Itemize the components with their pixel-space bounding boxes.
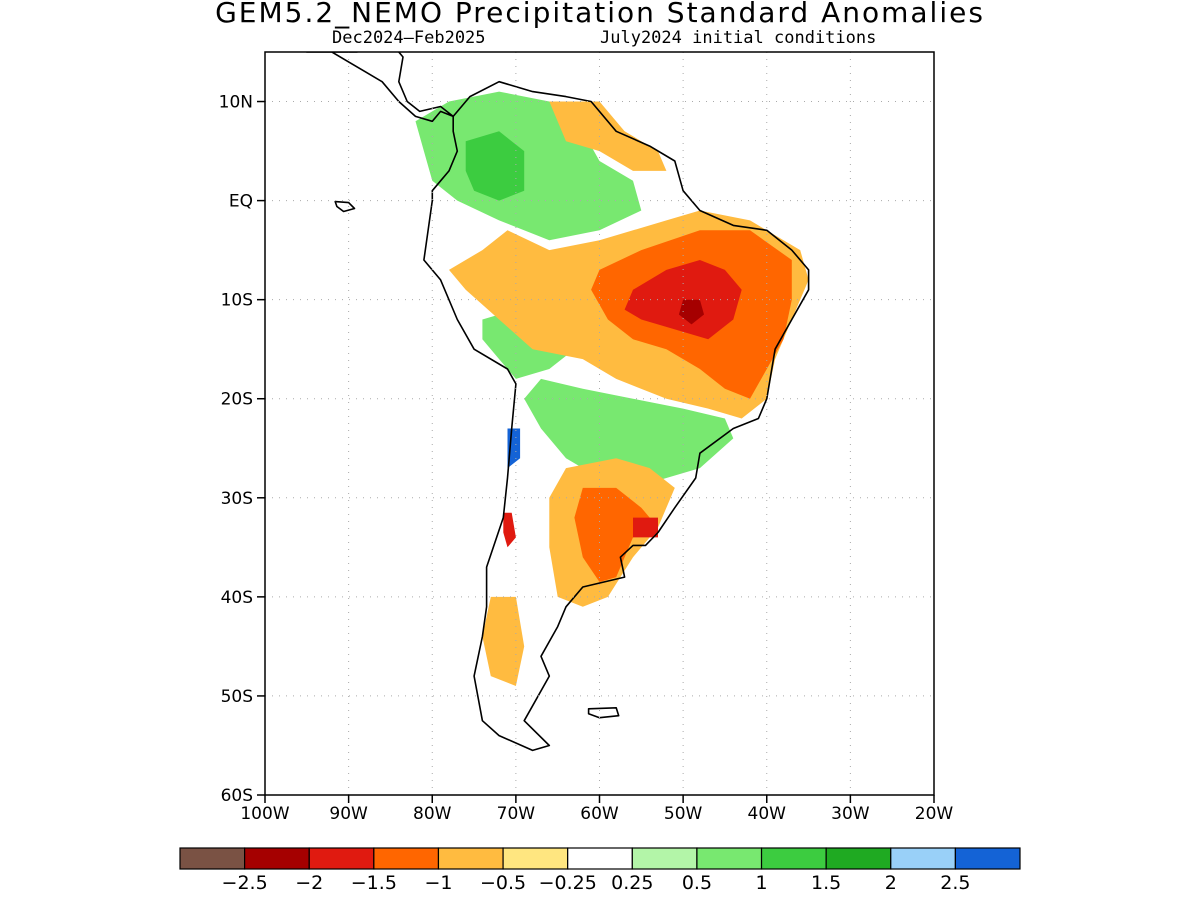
coastline-layer	[305, 52, 810, 752]
colorbar-label: −2.5	[222, 872, 268, 894]
lon-tick-label: 60W	[580, 804, 619, 824]
anomaly-region-13	[482, 596, 525, 686]
colorbar-swatch	[825, 847, 892, 870]
colorbar-swatch	[179, 847, 246, 870]
lon-tick-label: 40W	[748, 804, 787, 824]
latitude-ticks: 10N EQ 10S 20S 30S 40S 50S 60S	[219, 93, 265, 806]
lon-tick-label: 50W	[664, 804, 703, 824]
anomaly-region-8	[624, 260, 742, 340]
coastline-1	[305, 52, 455, 123]
land-2	[588, 707, 619, 718]
colorbar-label: −0.25	[539, 872, 597, 894]
anomaly-region-5	[549, 101, 667, 171]
coastline-2	[587, 706, 620, 719]
colorbar-swatch	[308, 847, 375, 870]
colorbar-label: 0.5	[682, 872, 712, 894]
anomaly-shading-layer	[415, 91, 809, 686]
colorbar-label: −1.5	[351, 872, 397, 894]
longitude-ticks: 100W 90W 80W 70W 60W 50W 40W 30W 20W	[240, 795, 953, 824]
chart-subtitle-init: July2024 initial conditions	[600, 28, 877, 48]
lon-tick-label: 80W	[413, 804, 452, 824]
colorbar-swatch	[373, 847, 440, 870]
lat-tick-label: 50S	[221, 687, 253, 707]
chart-subtitle-period: Dec2024–Feb2025	[332, 28, 486, 48]
chart-title: GEM5.2_NEMO Precipitation Standard Anoma…	[215, 0, 985, 29]
coastline-0	[423, 80, 810, 752]
colorbar-label: 1.5	[811, 872, 841, 894]
colorbar-swatch	[631, 847, 698, 870]
lat-tick-label: EQ	[229, 192, 253, 212]
colorbar-label: 2	[885, 872, 897, 894]
colorbar-swatch	[437, 847, 504, 870]
lon-tick-label: 30W	[831, 804, 870, 824]
colorbar-swatch	[760, 847, 827, 870]
lat-tick-label: 30S	[221, 489, 253, 509]
anomaly-region-14	[503, 512, 516, 548]
gridlines	[265, 52, 934, 795]
colorbar-label: −2	[295, 872, 323, 894]
colorbar-swatch	[890, 847, 956, 870]
colorbar-label: 1	[755, 872, 767, 894]
coastline-3	[334, 200, 356, 213]
lat-tick-label: 60S	[221, 786, 253, 806]
anomaly-region-9	[678, 299, 704, 325]
colorbar-swatch	[696, 847, 763, 870]
colorbar-swatch	[954, 847, 1021, 870]
colorbar: −2.5 −2 −1.5 −1 −0.5 −0.25 0.25 0.5 1 1.5 2 2.5	[179, 847, 1021, 894]
colorbar-label: 2.5	[940, 872, 970, 894]
anomaly-region-3	[524, 378, 734, 488]
colorbar-swatch	[244, 847, 310, 870]
lat-tick-label: 20S	[221, 390, 253, 410]
lon-tick-label: 100W	[240, 804, 289, 824]
anomaly-region-0	[415, 91, 642, 241]
anomaly-region-11	[574, 487, 658, 582]
lat-tick-label: 10S	[221, 291, 253, 311]
colorbar-label: −0.5	[480, 872, 526, 894]
anomaly-region-12	[633, 517, 658, 538]
colorbar-label: 0.25	[611, 872, 653, 894]
land-1	[306, 52, 454, 122]
lon-tick-label: 70W	[497, 804, 536, 824]
lon-tick-label: 20W	[915, 804, 954, 824]
anomaly-region-1	[465, 131, 525, 201]
colorbar-swatch	[567, 847, 633, 870]
lat-tick-label: 40S	[221, 588, 253, 608]
lon-tick-label: 90W	[329, 804, 368, 824]
lat-tick-label: 10N	[219, 93, 253, 113]
colorbar-swatch	[502, 847, 569, 870]
colorbar-label: −1	[424, 872, 452, 894]
